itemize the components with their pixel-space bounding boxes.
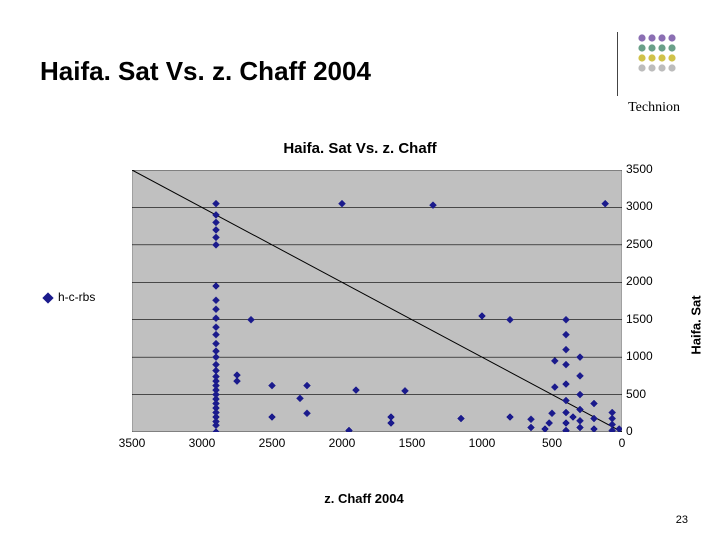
y-tick: 2000 (626, 274, 653, 288)
slide: { "slide": { "title": "Haifa. Sat Vs. z.… (0, 0, 720, 540)
x-tick: 3500 (114, 436, 150, 450)
x-axis-label: z. Chaff 2004 (44, 491, 684, 506)
x-tick: 0 (604, 436, 640, 450)
header-divider (617, 32, 618, 96)
y-tick: 1500 (626, 312, 653, 326)
legend: h-c-rbs (44, 290, 95, 304)
y-tick: 3000 (626, 199, 653, 213)
y-tick: 3500 (626, 162, 653, 176)
page-number: 23 (676, 514, 688, 526)
scatter-chart: h-c-rbs 0500100015002000250030003500 350… (44, 170, 684, 480)
x-tick: 3000 (184, 436, 220, 450)
y-tick: 1000 (626, 349, 653, 363)
x-tick: 2000 (324, 436, 360, 450)
page-title: Haifa. Sat Vs. z. Chaff 2004 (40, 56, 371, 87)
dot-grid-logo (636, 32, 680, 76)
plot-area (132, 170, 622, 432)
institution-label: Technion (628, 100, 680, 116)
x-tick: 1500 (394, 436, 430, 450)
x-tick: 1000 (464, 436, 500, 450)
y-tick-labels: 0500100015002000250030003500 (626, 170, 682, 432)
legend-swatch (42, 292, 53, 303)
legend-label: h-c-rbs (58, 290, 95, 304)
y-tick: 2500 (626, 237, 653, 251)
x-tick: 2500 (254, 436, 290, 450)
y-tick: 500 (626, 387, 646, 401)
chart-title: Haifa. Sat Vs. z. Chaff (0, 140, 720, 157)
y-axis-label: Haifa. Sat (688, 295, 703, 354)
x-tick: 500 (534, 436, 570, 450)
